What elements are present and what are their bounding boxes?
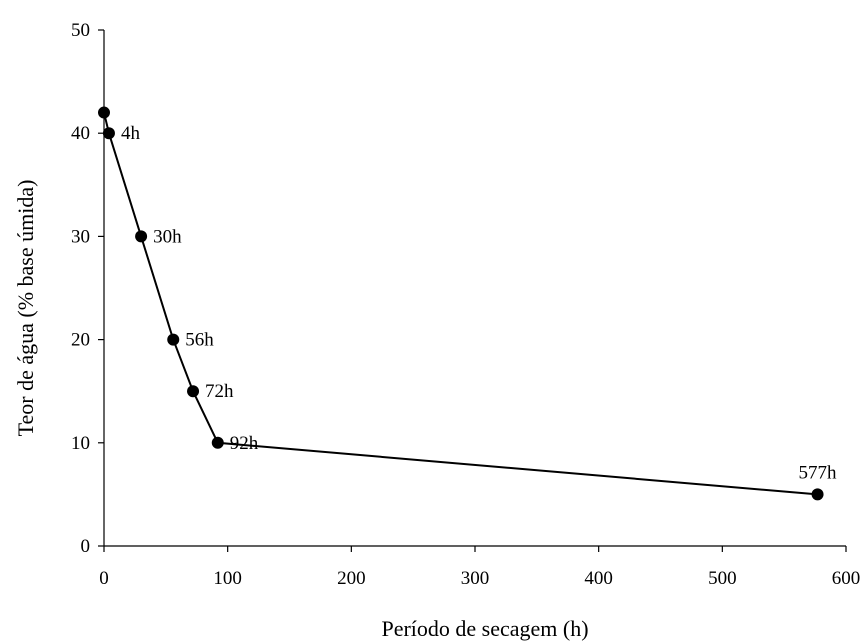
x-axis-title: Período de secagem (h) [381,616,588,641]
x-tick-label: 100 [213,568,242,589]
x-tick-label: 500 [708,568,737,589]
data-point-label: 92h [230,433,259,454]
x-tick-label: 600 [832,568,861,589]
y-tick-label: 30 [71,226,90,247]
data-point [811,488,824,501]
y-axis-ticks: 0 10 20 30 40 50 [71,20,104,557]
y-tick-label: 40 [71,123,90,144]
data-point [102,127,115,140]
data-point [187,385,200,398]
x-tick-label: 300 [461,568,490,589]
data-point-label: 56h [185,330,214,351]
y-tick-label: 10 [71,433,90,454]
data-point [135,230,148,243]
data-point-label: 72h [205,381,234,402]
x-tick-label: 400 [584,568,613,589]
y-tick-label: 50 [71,20,90,41]
y-tick-label: 20 [71,330,90,351]
y-tick-label: 0 [81,536,91,557]
data-point-label: 4h [121,123,140,144]
data-point [98,106,110,119]
y-axis-title: Teor de água (% base úmida) [13,180,38,437]
axes [103,30,846,547]
series-group: 4h 30h 56h 72h 92h 577h [98,106,838,501]
x-axis-ticks: 0 100 200 300 400 500 600 [99,546,860,589]
series-line [103,112,818,496]
data-point [211,436,224,449]
x-tick-label: 0 [99,568,109,589]
x-tick-label: 200 [337,568,366,589]
data-point [167,333,180,346]
data-point-label: 30h [153,226,182,247]
data-point-label: 577h [799,462,838,483]
